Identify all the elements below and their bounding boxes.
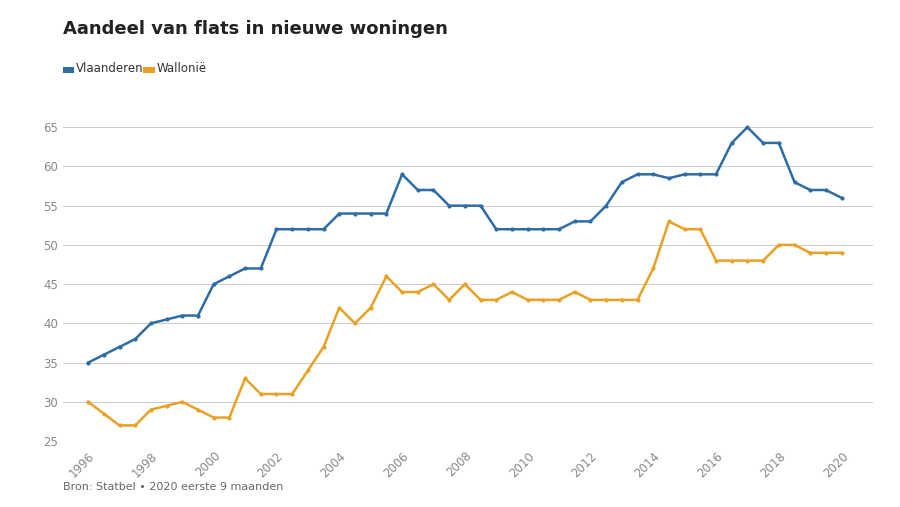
Text: Aandeel van flats in nieuwe woningen: Aandeel van flats in nieuwe woningen [63,20,448,39]
Text: Bron: Statbel • 2020 eerste 9 maanden: Bron: Statbel • 2020 eerste 9 maanden [63,482,284,492]
Text: Vlaanderen: Vlaanderen [76,62,144,75]
FancyBboxPatch shape [143,66,155,73]
FancyBboxPatch shape [63,66,75,73]
Text: Wallonië: Wallonië [157,62,206,75]
